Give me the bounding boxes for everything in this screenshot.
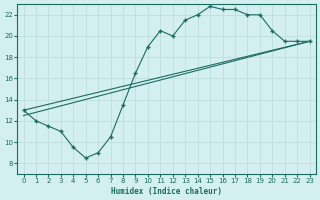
X-axis label: Humidex (Indice chaleur): Humidex (Indice chaleur) — [111, 187, 222, 196]
